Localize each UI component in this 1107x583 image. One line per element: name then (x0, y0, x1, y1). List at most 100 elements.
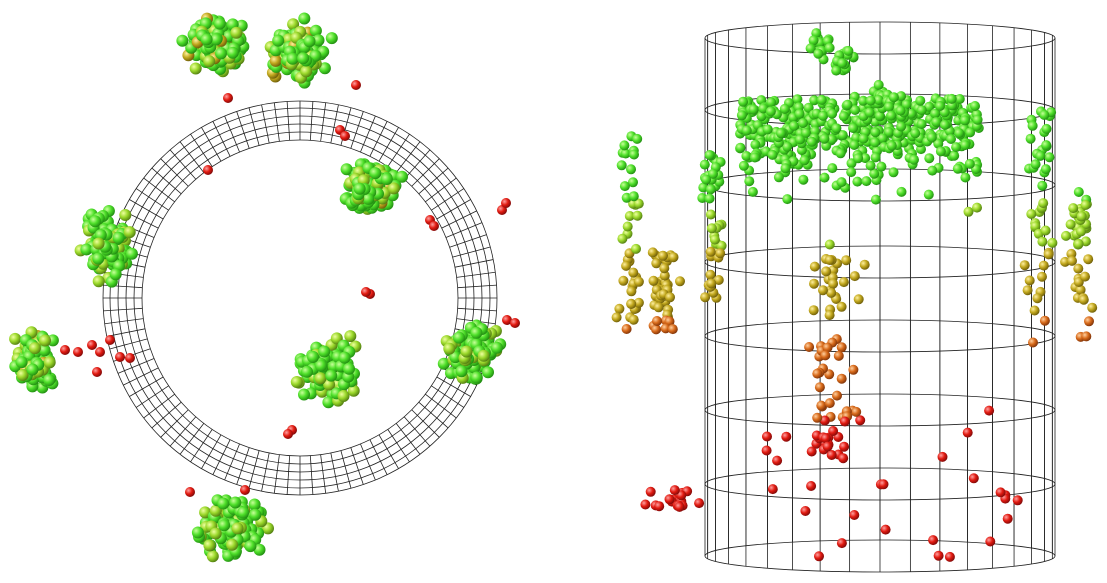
sphere (813, 48, 824, 59)
sphere (814, 382, 825, 393)
ring-spoke (360, 443, 376, 481)
sphere (1080, 271, 1090, 282)
sphere (819, 172, 830, 183)
sphere (923, 189, 934, 200)
sphere (828, 278, 839, 289)
sphere (849, 510, 860, 520)
sphere (836, 177, 847, 188)
sphere (396, 170, 408, 183)
sphere (1039, 315, 1050, 326)
ring-spoke (330, 104, 339, 144)
sphere (226, 538, 239, 551)
sphere (298, 388, 310, 401)
sphere (449, 351, 462, 364)
sphere (738, 160, 749, 171)
sphere (706, 278, 717, 289)
sphere (1028, 337, 1038, 348)
sphere (248, 498, 261, 511)
sphere (708, 168, 718, 179)
ring-spoke (369, 439, 388, 475)
sphere (826, 287, 837, 298)
sphere (824, 239, 835, 250)
sphere (309, 24, 322, 37)
sphere (952, 163, 963, 174)
sphere (820, 433, 831, 444)
sphere (838, 453, 849, 464)
sphere (1073, 238, 1084, 249)
sphere (814, 551, 824, 562)
sphere (653, 302, 664, 313)
sphere (926, 132, 937, 143)
sphere (322, 396, 335, 409)
sphere (1040, 225, 1051, 236)
sphere (624, 211, 635, 221)
sphere (43, 374, 56, 386)
sphere (749, 152, 760, 163)
sphere (858, 95, 869, 106)
sphere (490, 341, 503, 354)
sphere (704, 150, 715, 160)
sphere (762, 124, 773, 135)
sphere (343, 362, 355, 375)
sphere (804, 342, 815, 352)
ring-spoke (169, 416, 197, 447)
ring-spoke (160, 158, 189, 187)
sphere (839, 416, 850, 427)
sphere (960, 140, 971, 151)
ring-spoke (350, 111, 364, 149)
sphere (453, 331, 465, 344)
sphere (876, 161, 887, 172)
sphere (95, 347, 105, 357)
sphere (351, 80, 361, 90)
sphere (781, 431, 792, 442)
sphere (80, 243, 93, 256)
sphere (361, 287, 371, 297)
ring-spoke (160, 409, 189, 438)
sphere (789, 120, 799, 131)
sphere (628, 191, 639, 202)
sphere (437, 357, 450, 370)
ring-spoke (212, 439, 231, 475)
sphere (502, 315, 512, 325)
sphere (325, 32, 338, 45)
sphere (944, 551, 955, 562)
sphere (622, 221, 633, 232)
sphere (767, 149, 778, 160)
sphere (806, 136, 817, 147)
sphere (387, 182, 400, 195)
sphere (1068, 203, 1079, 214)
sphere (833, 350, 844, 361)
sphere (818, 285, 828, 296)
sphere (949, 150, 960, 161)
sphere (1029, 305, 1040, 316)
sphere (92, 367, 102, 377)
sphere (780, 163, 791, 174)
sphere (933, 138, 944, 149)
sphere (766, 97, 777, 108)
sphere (694, 498, 705, 509)
sphere (28, 342, 41, 355)
sphere (621, 260, 632, 271)
sphere (1065, 219, 1076, 230)
sphere (705, 209, 716, 220)
sphere (852, 176, 863, 187)
sphere (1026, 209, 1037, 219)
sphere (836, 538, 847, 549)
sphere (741, 151, 752, 161)
sphere (795, 134, 805, 145)
ring-spoke (224, 115, 240, 153)
ring-spoke (431, 188, 465, 211)
sphere (674, 501, 685, 512)
sphere (937, 451, 948, 462)
sphere (820, 350, 831, 361)
sphere (870, 137, 880, 148)
ring-spoke (436, 199, 471, 220)
sphere (705, 246, 716, 257)
sphere (470, 371, 483, 384)
sphere (470, 326, 483, 339)
sphere (38, 344, 51, 357)
ring-spoke (123, 367, 159, 386)
sphere (915, 95, 926, 106)
ring-spoke (457, 284, 497, 289)
sphere (1038, 198, 1049, 209)
